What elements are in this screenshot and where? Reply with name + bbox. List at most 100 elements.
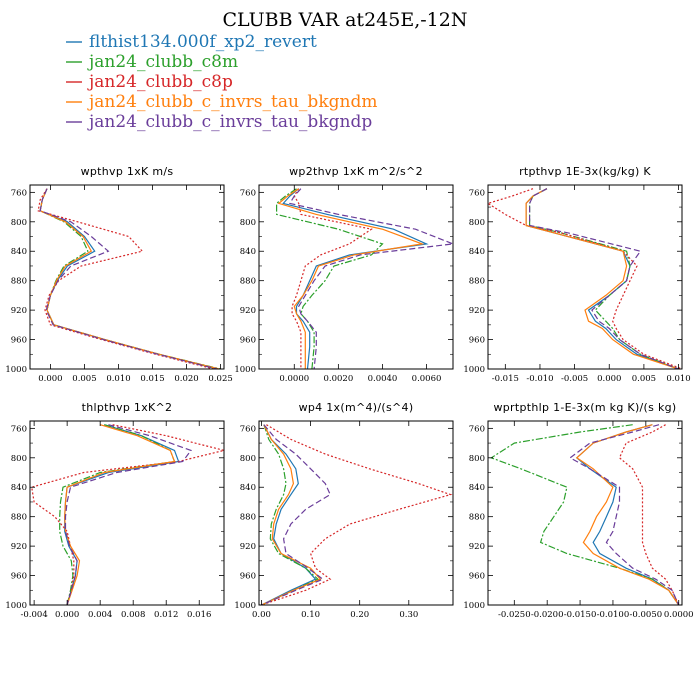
x-tick-label: 0.00: [252, 610, 271, 620]
series-line-2: [276, 188, 384, 369]
y-tick-label: 1000: [5, 601, 27, 611]
series-line-1: [261, 424, 317, 605]
y-tick-label: 960: [11, 572, 27, 582]
series-line-3: [31, 424, 224, 605]
plot-frame: [487, 420, 683, 606]
panel-6: wprtpthlp 1-E-3x(m kg K)/(s kg) 760 800 840…: [463, 401, 693, 620]
y-tick-label: 880: [240, 277, 256, 287]
plot-frame: [29, 184, 225, 370]
x-tick-label: -0.0250: [498, 610, 531, 620]
y-tick-label: 960: [240, 336, 256, 346]
legend-label-5: jan24_clubb_c_invrs_tau_bkgndp: [87, 112, 372, 132]
x-tick-label: 0.005: [72, 374, 96, 384]
x-tick-label: 0.008: [121, 610, 145, 620]
series-line-4: [575, 424, 680, 605]
x-tick-label: 0.015: [140, 374, 164, 384]
x-tick-label: -0.0100: [597, 610, 630, 620]
series-line-2: [528, 188, 679, 369]
panel-3: rtpthvp 1E-3x(kg/kg) K 760 800 840 880 920 960…: [463, 165, 690, 384]
series-line-5: [39, 188, 218, 369]
panel-title: thlpthvp 1xK^2: [82, 401, 173, 414]
series-line-5: [64, 424, 192, 605]
panel-title: wprtpthlp 1-E-3x(m kg K)/(s kg): [493, 401, 676, 414]
y-tick-label: 840: [469, 483, 485, 493]
y-tick-label: 920: [240, 542, 256, 552]
series-line-5: [528, 188, 679, 369]
legend: flthist134.000f_xp2_revertjan24_clubb_c8…: [66, 32, 377, 132]
panel-1: wpthvp 1xK m/s 760 800 840 880 920 960 1000 0.00…: [5, 165, 232, 384]
series-line-1: [525, 188, 679, 369]
x-tick-label: 0.016: [187, 610, 211, 620]
panel-title: rtpthvp 1E-3x(kg/kg) K: [519, 165, 651, 178]
y-tick-label: 1000: [463, 601, 485, 611]
y-tick-label: 960: [469, 336, 485, 346]
plot-frame: [258, 184, 454, 370]
x-tick-label: 0.004: [88, 610, 112, 620]
x-tick-label: 0.0060: [412, 374, 442, 384]
y-tick-label: 800: [11, 218, 27, 228]
y-tick-label: 880: [11, 513, 27, 523]
y-tick-label: 840: [469, 247, 485, 257]
series-line-1: [575, 424, 680, 605]
series-line-4: [525, 188, 679, 369]
y-tick-label: 920: [469, 542, 485, 552]
series-line-1: [39, 188, 218, 369]
y-tick-label: 1000: [5, 365, 27, 375]
y-tick-label: 760: [469, 188, 485, 198]
panel-5: wp4 1x(m^4)/(s^4)76080084088092096010000…: [234, 401, 454, 620]
y-tick-label: 880: [469, 513, 485, 523]
y-tick-label: 1000: [234, 601, 256, 611]
x-tick-label: -0.015: [492, 374, 519, 384]
y-tick-label: 880: [469, 277, 485, 287]
series-line-4: [64, 424, 176, 605]
plot-frame: [29, 420, 225, 606]
x-tick-label: 0.000: [38, 374, 62, 384]
legend-label-4: jan24_clubb_c_invrs_tau_bkgndm: [87, 92, 377, 112]
legend-label-2: jan24_clubb_c8m: [87, 52, 238, 72]
y-tick-label: 840: [11, 247, 27, 257]
y-tick-label: 760: [240, 188, 256, 198]
x-tick-label: 0.005: [632, 374, 656, 384]
series-line-2: [489, 424, 680, 605]
x-tick-label: 0.025: [208, 374, 232, 384]
panel-2: wp2thvp 1xK m^2/s^2 760 800 840 880 920 960 100…: [234, 165, 454, 384]
y-tick-label: 920: [240, 306, 256, 316]
x-tick-label: 0.020: [174, 374, 198, 384]
panel-title: wp2thvp 1xK m^2/s^2: [289, 165, 423, 178]
x-tick-label: -0.0050: [630, 610, 663, 620]
x-tick-label: 0.0000: [279, 374, 309, 384]
y-tick-label: 840: [240, 247, 256, 257]
series-line-1: [282, 188, 429, 369]
y-tick-label: 960: [469, 572, 485, 582]
x-tick-label: -0.010: [526, 374, 553, 384]
x-tick-label: 0.0000: [664, 610, 694, 620]
x-tick-label: 0.10: [301, 610, 320, 620]
series-line-4: [39, 188, 220, 369]
y-tick-label: 760: [11, 424, 27, 434]
series-line-5: [569, 424, 680, 605]
x-tick-label: 0.20: [350, 610, 369, 620]
series-line-4: [277, 188, 425, 369]
y-tick-label: 840: [11, 483, 27, 493]
series-line-5: [261, 424, 331, 605]
y-tick-label: 1000: [234, 365, 256, 375]
legend-label-3: jan24_clubb_c8p: [87, 72, 233, 92]
y-tick-label: 760: [240, 424, 256, 434]
x-tick-label: -0.004: [21, 610, 48, 620]
series-line-3: [291, 188, 373, 369]
x-tick-label: 0.012: [154, 610, 178, 620]
y-tick-label: 920: [11, 542, 27, 552]
legend-label-1: flthist134.000f_xp2_revert: [89, 32, 317, 52]
panel-title: wpthvp 1xK m/s: [81, 165, 174, 178]
plot-frame: [487, 184, 683, 370]
chart-panels: wpthvp 1xK m/s76080084088092096010000.00…: [5, 165, 693, 620]
x-tick-label: 0.0040: [368, 374, 398, 384]
y-tick-label: 760: [469, 424, 485, 434]
y-tick-label: 1000: [463, 365, 485, 375]
y-tick-label: 960: [240, 572, 256, 582]
x-tick-label: -0.0200: [531, 610, 564, 620]
figure-title: CLUBB VAR at245E,-12N: [223, 9, 468, 31]
series-line-4: [261, 424, 322, 605]
y-tick-label: 920: [11, 306, 27, 316]
x-tick-label: 0.010: [666, 374, 690, 384]
